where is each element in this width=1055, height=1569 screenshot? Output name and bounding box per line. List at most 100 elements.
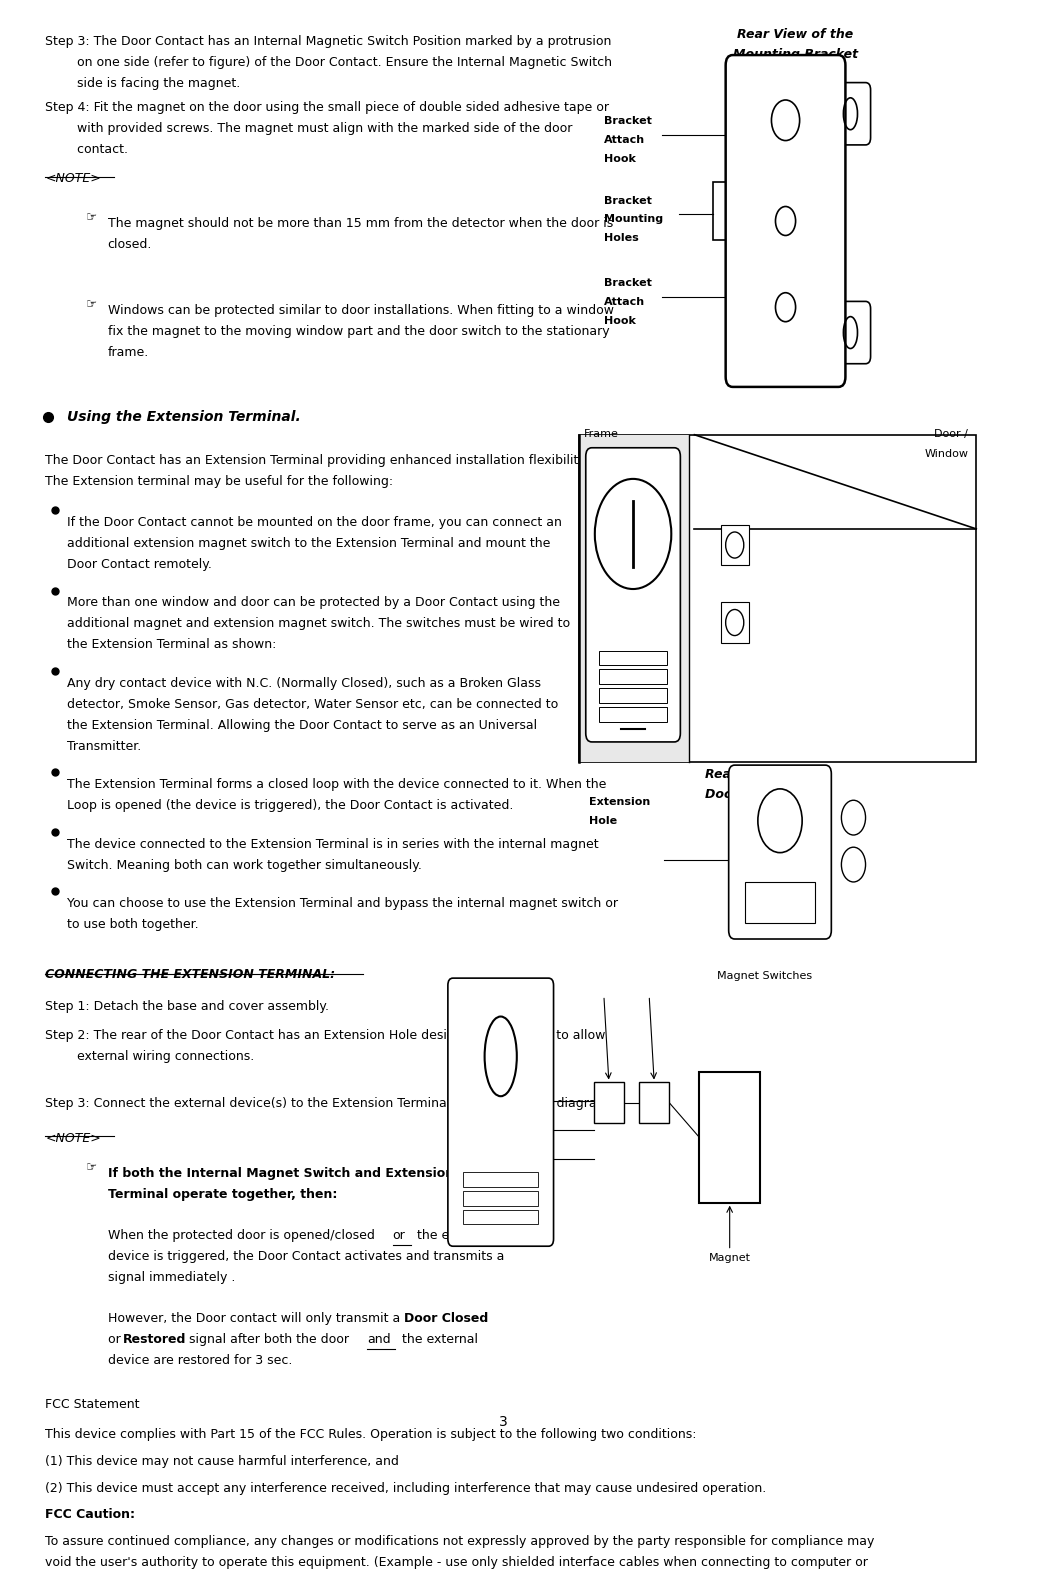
- Text: Terminal operate together, then:: Terminal operate together, then:: [108, 1188, 337, 1200]
- Text: Step 3: Connect the external device(s) to the Extension Terminal as shown in the: Step 3: Connect the external device(s) t…: [45, 1097, 613, 1109]
- Text: Rear View of the: Rear View of the: [737, 28, 853, 41]
- Text: If the Door Contact cannot be mounted on the door frame, you can connect an: If the Door Contact cannot be mounted on…: [68, 516, 562, 529]
- FancyBboxPatch shape: [729, 766, 831, 938]
- Text: Hook: Hook: [603, 154, 636, 163]
- Bar: [579, 435, 976, 763]
- FancyBboxPatch shape: [586, 447, 680, 742]
- Text: (1) This device may not cause harmful interference, and: (1) This device may not cause harmful in…: [45, 1454, 399, 1469]
- Text: Magnet Switches: Magnet Switches: [717, 971, 812, 981]
- Circle shape: [726, 609, 744, 635]
- FancyBboxPatch shape: [830, 301, 870, 364]
- Text: Transmitter.: Transmitter.: [68, 739, 141, 753]
- Text: FCC Statement: FCC Statement: [45, 1398, 140, 1412]
- Text: Door Contact remotely.: Door Contact remotely.: [68, 559, 212, 571]
- Text: signal after both the door: signal after both the door: [186, 1334, 353, 1346]
- Bar: [594, 1083, 624, 1123]
- Text: Using the Extension Terminal.: Using the Extension Terminal.: [68, 411, 301, 424]
- Text: the external: the external: [398, 1334, 478, 1346]
- Text: Door /: Door /: [935, 428, 968, 439]
- Text: Step 4: Fit the magnet on the door using the small piece of double sided adhesiv: Step 4: Fit the magnet on the door using…: [45, 102, 610, 115]
- Text: The magnet should not be more than 15 mm from the detector when the door is: The magnet should not be more than 15 mm…: [108, 218, 613, 231]
- Text: ☞: ☞: [85, 212, 97, 224]
- Text: ☞: ☞: [85, 298, 97, 312]
- Text: Bracket: Bracket: [603, 196, 652, 206]
- Circle shape: [595, 479, 671, 588]
- Circle shape: [775, 293, 795, 322]
- Bar: [721, 524, 749, 565]
- Text: This device complies with Part 15 of the FCC Rules. Operation is subject to the : This device complies with Part 15 of the…: [45, 1428, 696, 1440]
- Text: void the user's authority to operate this equipment. (Example - use only shielde: void the user's authority to operate thi…: [45, 1556, 868, 1569]
- Text: to use both together.: to use both together.: [68, 918, 199, 930]
- Text: Mounting Bracket: Mounting Bracket: [732, 47, 858, 61]
- Text: 3: 3: [499, 1415, 507, 1429]
- Text: frame.: frame.: [108, 347, 149, 359]
- Text: (2) This device must accept any interference received, including interference th: (2) This device must accept any interfer…: [45, 1481, 767, 1495]
- Text: additional extension magnet switch to the Extension Terminal and mount the: additional extension magnet switch to th…: [68, 537, 551, 549]
- Text: additional magnet and extension magnet switch. The switches must be wired to: additional magnet and extension magnet s…: [68, 617, 571, 631]
- Text: Magnet: Magnet: [709, 1254, 751, 1263]
- Text: the external: the external: [413, 1229, 493, 1241]
- Text: You can choose to use the Extension Terminal and bypass the internal magnet swit: You can choose to use the Extension Term…: [68, 897, 618, 910]
- Text: Hole: Hole: [589, 816, 617, 825]
- Bar: [721, 602, 749, 643]
- Text: Rear View of the: Rear View of the: [705, 767, 821, 781]
- Text: The Extension Terminal forms a closed loop with the device connected to it. When: The Extension Terminal forms a closed lo…: [68, 778, 607, 791]
- Text: Window: Window: [924, 449, 968, 460]
- Text: Step 3: The Door Contact has an Internal Magnetic Switch Position marked by a pr: Step 3: The Door Contact has an Internal…: [45, 35, 612, 47]
- Text: and: and: [367, 1334, 391, 1346]
- Text: side is facing the magnet.: side is facing the magnet.: [45, 77, 241, 89]
- Bar: [463, 1172, 538, 1186]
- Text: or: or: [392, 1229, 405, 1241]
- Text: Attach: Attach: [603, 135, 645, 144]
- Text: Any dry contact device with N.C. (Normally Closed), such as a Broken Glass: Any dry contact device with N.C. (Normal…: [68, 676, 541, 690]
- Text: contact.: contact.: [45, 143, 129, 157]
- FancyBboxPatch shape: [830, 83, 870, 144]
- Text: Mounting: Mounting: [603, 215, 663, 224]
- Text: When the protected door is opened/closed: When the protected door is opened/closed: [108, 1229, 379, 1241]
- Text: with provided screws. The magnet must align with the marked side of the door: with provided screws. The magnet must al…: [45, 122, 573, 135]
- Bar: [599, 708, 667, 722]
- Text: on one side (refer to figure) of the Door Contact. Ensure the Internal Magnetic : on one side (refer to figure) of the Doo…: [45, 56, 612, 69]
- Text: Attach: Attach: [603, 297, 645, 308]
- Bar: [745, 882, 816, 923]
- Circle shape: [842, 800, 865, 835]
- Bar: [599, 651, 667, 665]
- Text: The Door Contact has an Extension Terminal providing enhanced installation flexi: The Door Contact has an Extension Termin…: [45, 453, 589, 466]
- Text: <NOTE>: <NOTE>: [45, 1131, 101, 1145]
- Circle shape: [771, 100, 800, 141]
- Bar: [579, 435, 689, 763]
- Text: Bracket: Bracket: [603, 116, 652, 126]
- Circle shape: [757, 789, 802, 852]
- Bar: [712, 182, 734, 240]
- Bar: [463, 1210, 538, 1224]
- Text: device is triggered, the Door Contact activates and transmits a: device is triggered, the Door Contact ac…: [108, 1250, 504, 1263]
- Text: If both the Internal Magnet Switch and Extension: If both the Internal Magnet Switch and E…: [108, 1166, 454, 1180]
- Text: the Extension Terminal. Allowing the Door Contact to serve as an Universal: the Extension Terminal. Allowing the Doo…: [68, 719, 538, 731]
- Text: device are restored for 3 sec.: device are restored for 3 sec.: [108, 1354, 292, 1367]
- Text: FCC Caution:: FCC Caution:: [45, 1508, 135, 1522]
- Bar: [699, 1072, 760, 1203]
- Bar: [463, 1191, 538, 1205]
- Circle shape: [726, 532, 744, 559]
- Bar: [599, 689, 667, 703]
- FancyBboxPatch shape: [448, 977, 554, 1246]
- Text: the Extension Terminal as shown:: the Extension Terminal as shown:: [68, 639, 276, 651]
- Text: Step 2: The rear of the Door Contact has an Extension Hole designed specifically: Step 2: The rear of the Door Contact has…: [45, 1029, 606, 1042]
- Text: or: or: [108, 1334, 124, 1346]
- Text: Hook: Hook: [603, 315, 636, 326]
- Text: signal immediately .: signal immediately .: [108, 1271, 235, 1283]
- Text: external wiring connections.: external wiring connections.: [45, 1050, 254, 1062]
- Text: ☞: ☞: [85, 1161, 97, 1174]
- Text: Bracket: Bracket: [603, 278, 652, 289]
- Text: Step 1: Detach the base and cover assembly.: Step 1: Detach the base and cover assemb…: [45, 999, 329, 1014]
- Text: Loop is opened (the device is triggered), the Door Contact is activated.: Loop is opened (the device is triggered)…: [68, 799, 514, 813]
- Text: detector, Smoke Sensor, Gas detector, Water Sensor etc, can be connected to: detector, Smoke Sensor, Gas detector, Wa…: [68, 698, 559, 711]
- Text: Holes: Holes: [603, 234, 638, 243]
- Text: The Extension terminal may be useful for the following:: The Extension terminal may be useful for…: [45, 474, 394, 488]
- Text: However, the Door contact will only transmit a: However, the Door contact will only tran…: [108, 1312, 404, 1326]
- Text: Windows can be protected similar to door installations. When fitting to a window: Windows can be protected similar to door…: [108, 304, 614, 317]
- Text: closed.: closed.: [108, 238, 152, 251]
- Text: Door Contact: Door Contact: [705, 788, 797, 802]
- Circle shape: [775, 207, 795, 235]
- Text: fix the magnet to the moving window part and the door switch to the stationary: fix the magnet to the moving window part…: [108, 325, 610, 339]
